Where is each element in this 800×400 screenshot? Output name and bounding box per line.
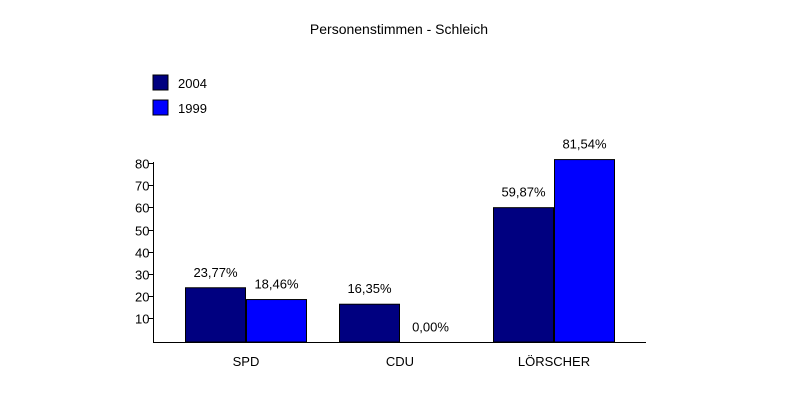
chart-title: Personenstimmen - Schleich <box>310 21 488 37</box>
legend-label-2004: 2004 <box>178 76 207 91</box>
legend-swatch-2004 <box>152 74 169 91</box>
x-tick-label-cdu: CDU <box>386 354 414 369</box>
x-tick-labels: SPD CDU LÖRSCHER <box>233 354 590 369</box>
legend-item-1999: 1999 <box>152 99 207 116</box>
y-tick-label-40: 40 <box>135 246 149 261</box>
value-label-spd-2004: 23,77% <box>193 265 238 280</box>
bar-cdu-2004 <box>339 303 400 343</box>
bar-lörscher-2004 <box>493 207 554 343</box>
value-label-lörscher-2004: 59,87% <box>501 185 546 200</box>
y-axis: 10 20 30 40 50 60 70 80 <box>135 157 154 343</box>
bar-spd-2004 <box>185 287 246 343</box>
value-label-cdu-1999: 0,00% <box>412 320 449 335</box>
y-tick-label-10: 10 <box>135 312 149 327</box>
value-label-cdu-2004: 16,35% <box>347 281 392 296</box>
value-label-spd-1999: 18,46% <box>254 277 299 292</box>
bar-lörscher-1999 <box>554 159 615 343</box>
y-tick-label-60: 60 <box>135 201 149 216</box>
bar-spd-1999 <box>246 299 307 343</box>
y-tick-label-70: 70 <box>135 179 149 194</box>
legend-swatch-1999 <box>152 99 169 116</box>
legend: 2004 1999 <box>152 74 207 116</box>
x-tick-label-spd: SPD <box>233 354 260 369</box>
y-tick-label-30: 30 <box>135 268 149 283</box>
bars <box>185 159 615 343</box>
y-tick-label-20: 20 <box>135 290 149 305</box>
legend-item-2004: 2004 <box>152 74 207 91</box>
value-labels: 23,77% 18,46% 16,35% 0,00% 59,87% 81,54% <box>193 137 607 335</box>
x-tick-label-lörscher: LÖRSCHER <box>518 354 590 369</box>
y-tick-label-50: 50 <box>135 224 149 239</box>
value-label-lörscher-1999: 81,54% <box>562 137 607 152</box>
legend-label-1999: 1999 <box>178 101 207 116</box>
y-tick-label-80: 80 <box>135 157 149 172</box>
